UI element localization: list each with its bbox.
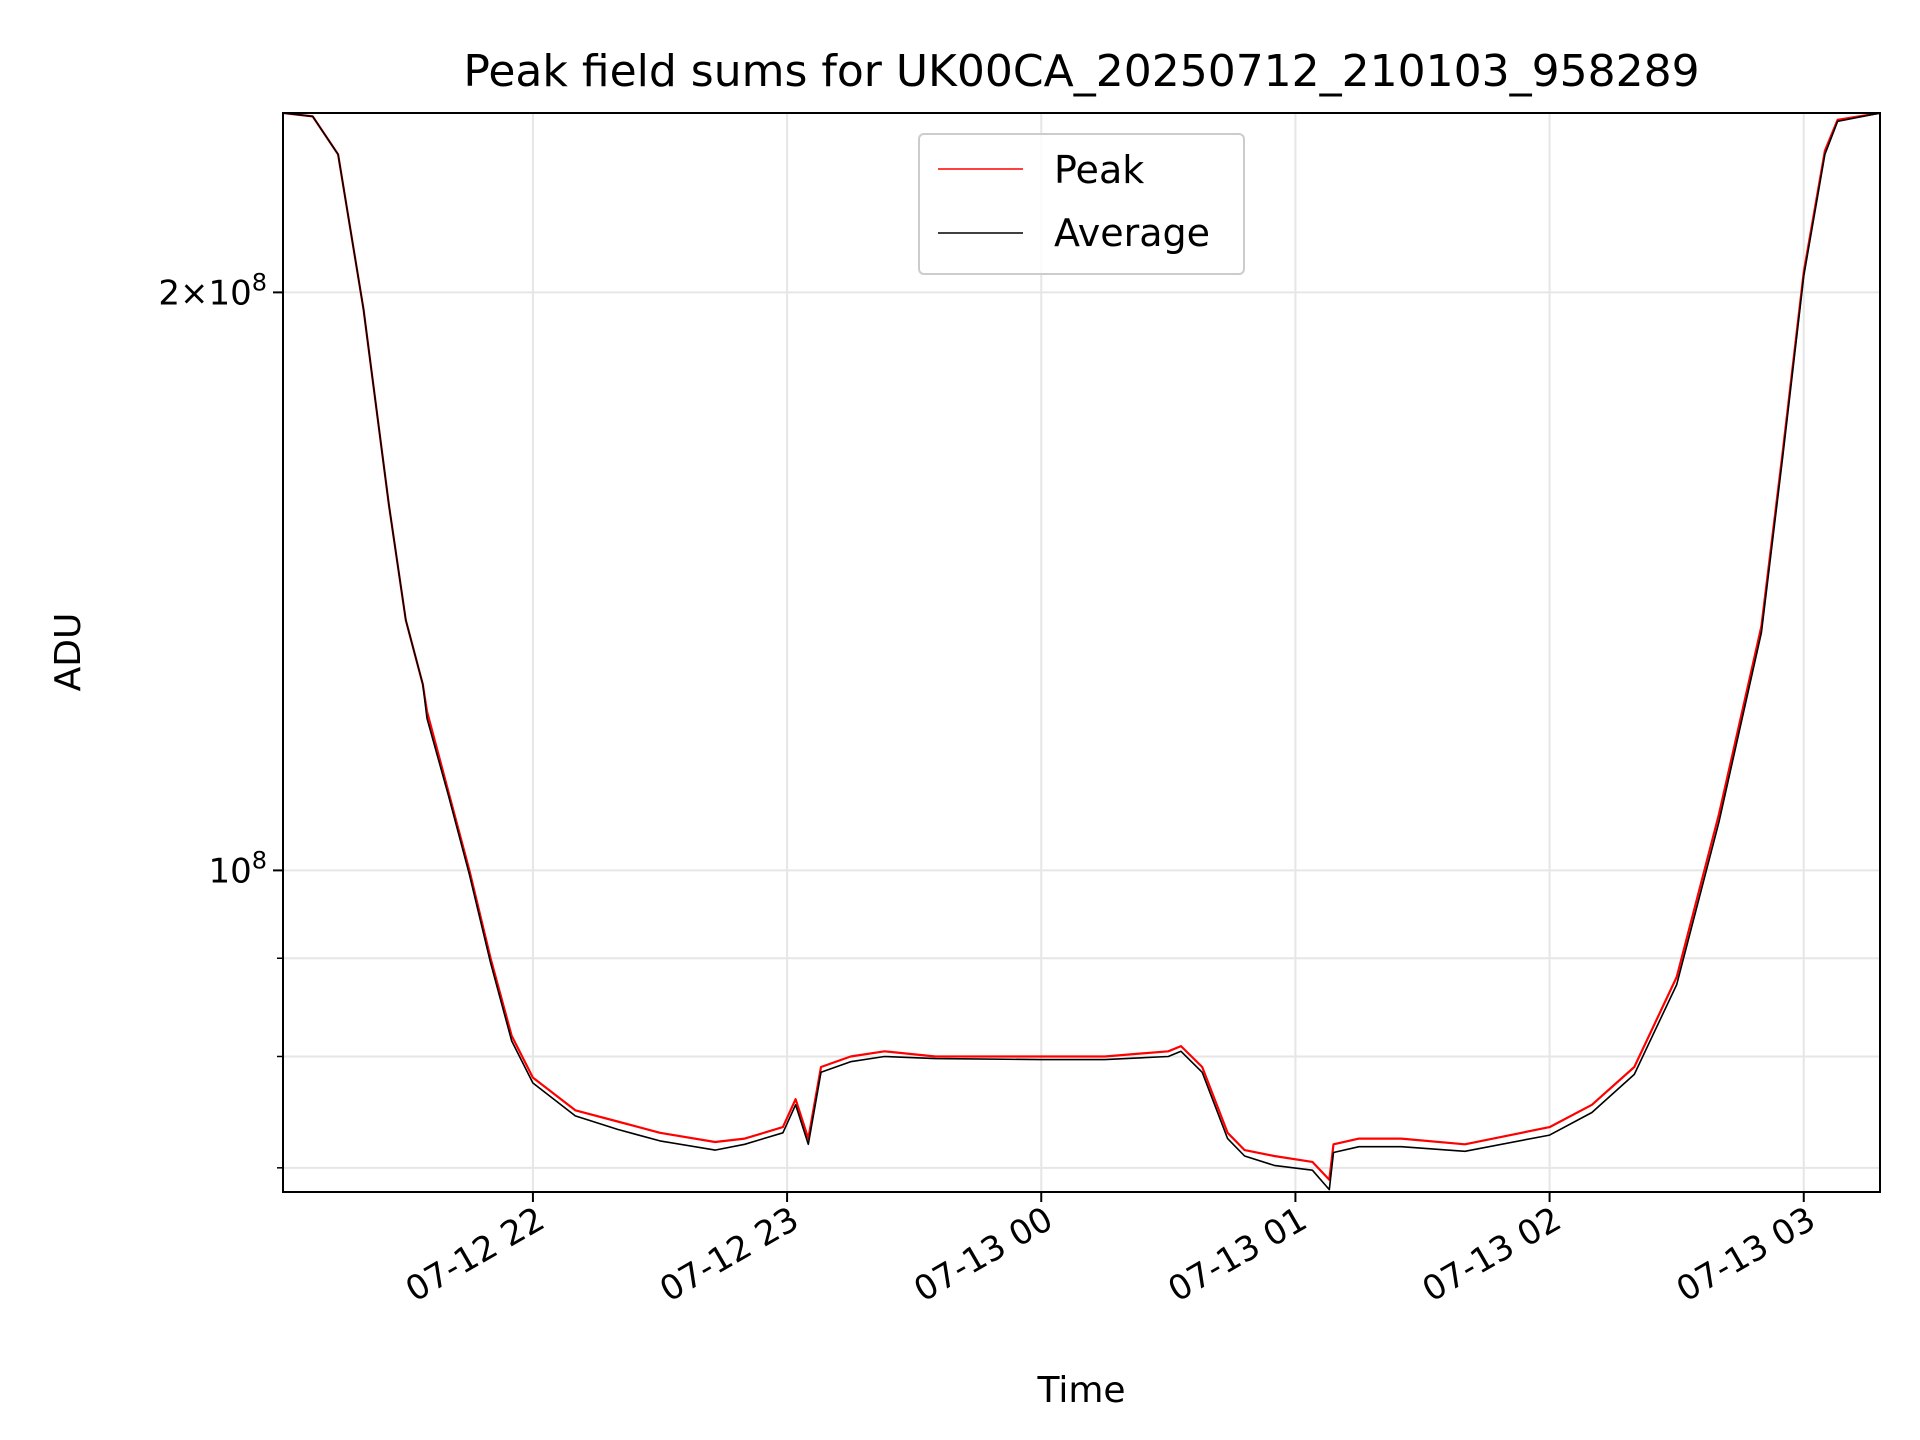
y-tick-label: 2×108 [158, 268, 267, 313]
grid-layer [283, 113, 1880, 1192]
series-line-average [283, 113, 1880, 1191]
legend-peak-label: Peak [1054, 148, 1144, 192]
plot-frame [282, 112, 1881, 1193]
legend: Peak Average [918, 133, 1245, 275]
chart-title: Peak field sums for UK00CA_20250712_2101… [463, 46, 1699, 97]
x-axis-label: Time [1036, 1370, 1125, 1411]
series-layer [283, 113, 1880, 1191]
y-axis-label: ADU [48, 613, 89, 692]
legend-average-label: Average [1054, 211, 1210, 255]
y-tick-label: 108 [208, 846, 267, 891]
series-line-peak [283, 113, 1880, 1181]
